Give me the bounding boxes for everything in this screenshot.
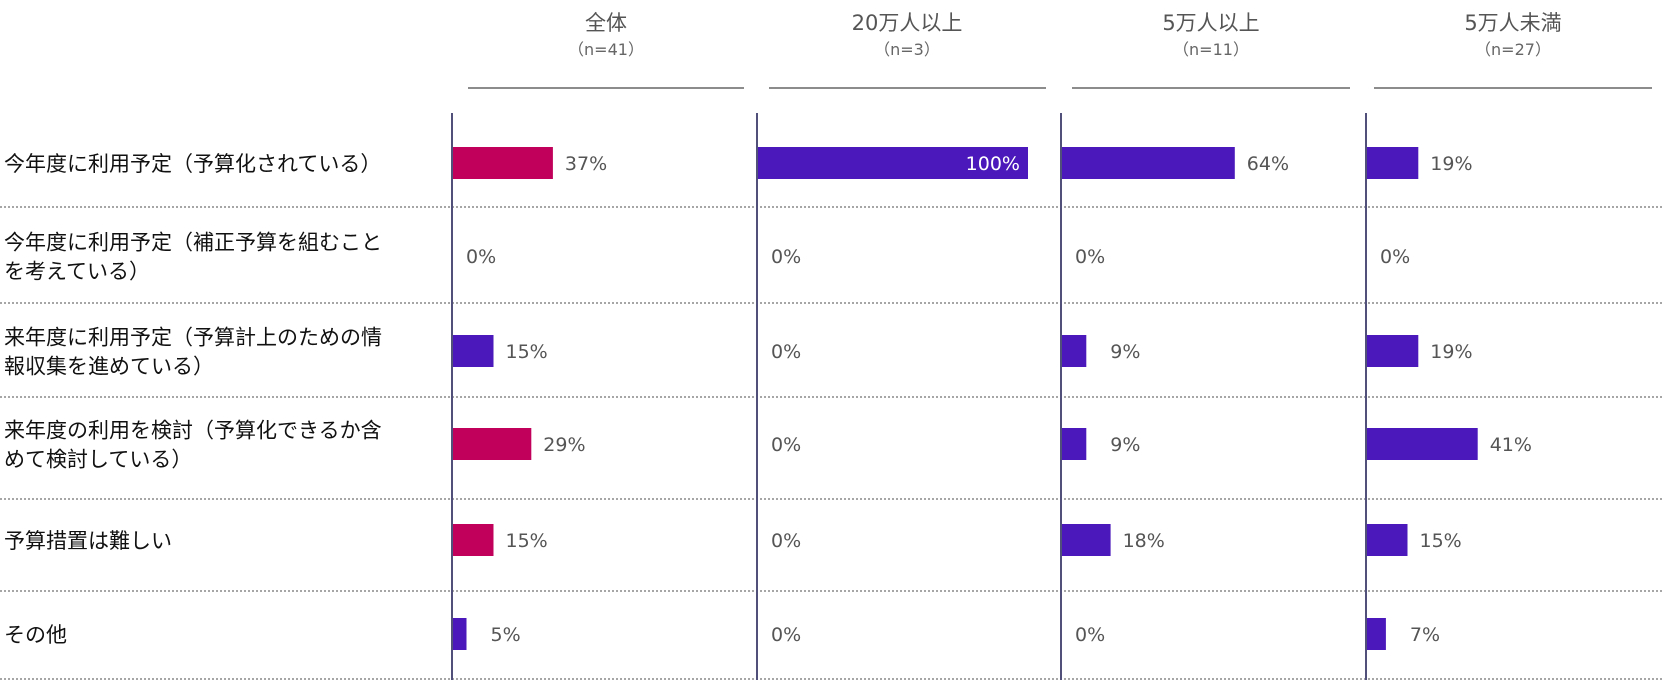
- panel-n-label: （n=41）: [568, 40, 644, 59]
- value-label: 9%: [1110, 434, 1140, 456]
- value-label: 41%: [1490, 434, 1532, 456]
- value-label: 7%: [1410, 624, 1440, 646]
- value-label: 0%: [466, 246, 496, 268]
- value-label: 29%: [543, 434, 585, 456]
- value-label: 19%: [1430, 341, 1472, 363]
- row-label: その他: [4, 623, 67, 647]
- value-label: 5%: [491, 624, 521, 646]
- value-label: 100%: [966, 153, 1020, 175]
- value-label: 15%: [506, 341, 548, 363]
- bar: [453, 524, 494, 556]
- value-label: 15%: [1420, 530, 1462, 552]
- bar: [1062, 524, 1111, 556]
- bar: [453, 147, 553, 179]
- value-label: 18%: [1123, 530, 1165, 552]
- value-label: 37%: [565, 153, 607, 175]
- bar: [453, 618, 467, 650]
- panel-n-label: （n=11）: [1173, 40, 1249, 59]
- panel-title: 5万人未満: [1464, 11, 1561, 35]
- value-label: 15%: [506, 530, 548, 552]
- row-label: 今年度に利用予定（補正予算を組むこと: [4, 231, 382, 255]
- row-label: 来年度に利用予定（予算計上のための情: [4, 326, 382, 350]
- value-label: 0%: [771, 246, 801, 268]
- bar: [453, 335, 494, 367]
- row-label: 来年度の利用を検討（予算化できるか含: [4, 419, 382, 443]
- row-label: を考えている）: [4, 260, 150, 284]
- row-label: 予算措置は難しい: [4, 529, 172, 553]
- row-label: 今年度に利用予定（予算化されている）: [4, 152, 381, 176]
- value-label: 0%: [1380, 246, 1410, 268]
- value-label: 0%: [1075, 246, 1105, 268]
- panel-title: 5万人以上: [1162, 11, 1259, 35]
- bar: [1062, 335, 1087, 367]
- bar: [1062, 147, 1235, 179]
- bar: [1367, 618, 1386, 650]
- bar: [758, 147, 1028, 179]
- value-label: 0%: [771, 341, 801, 363]
- value-label: 0%: [771, 530, 801, 552]
- bar: [1367, 428, 1478, 460]
- panel-n-label: （n=3）: [874, 40, 940, 59]
- bar: [1367, 335, 1419, 367]
- value-label: 0%: [771, 624, 801, 646]
- value-label: 19%: [1430, 153, 1472, 175]
- bar: [1367, 147, 1419, 179]
- value-label: 9%: [1110, 341, 1140, 363]
- value-label: 64%: [1247, 153, 1289, 175]
- panel-n-label: （n=27）: [1475, 40, 1551, 59]
- panel-title: 全体: [585, 11, 627, 35]
- panel-title: 20万人以上: [852, 11, 963, 35]
- bar: [1062, 428, 1087, 460]
- bar: [1367, 524, 1408, 556]
- value-label: 0%: [771, 434, 801, 456]
- row-label: めて検討している）: [4, 448, 192, 472]
- value-label: 0%: [1075, 624, 1105, 646]
- bar: [453, 428, 532, 460]
- row-label: 報収集を進めている）: [4, 355, 214, 379]
